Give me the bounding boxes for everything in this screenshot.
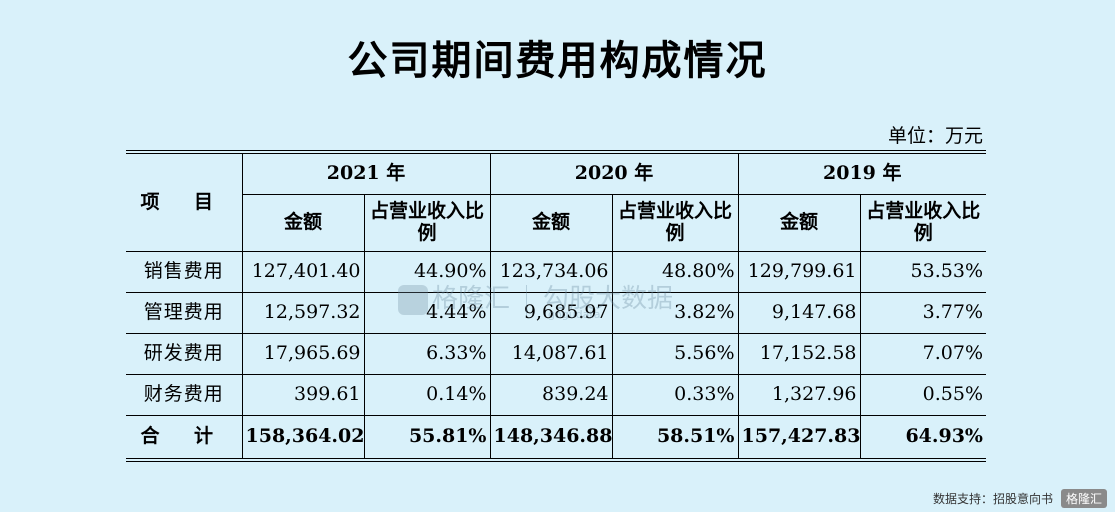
- footer: 数据支持：招股意向书 格隆汇: [933, 489, 1107, 508]
- cell: 4.44%: [363, 292, 491, 334]
- table-row: 研发费用 17,965.69 6.33% 14,087.61 5.56% 17,…: [126, 333, 986, 375]
- cell: 14,087.61: [489, 333, 613, 375]
- row-label: 研发费用: [126, 333, 243, 375]
- page-title: 公司期间费用构成情况: [347, 38, 768, 84]
- amount-header: 金额: [242, 194, 365, 252]
- unit-label: 单位：万元: [887, 125, 983, 147]
- row-label: 销售费用: [126, 251, 243, 293]
- cell: 48.80%: [611, 251, 739, 293]
- year-header-row: 项 目 2021 年 2020 年 2019 年: [126, 151, 986, 252]
- cell: 127,401.40: [241, 251, 365, 293]
- ratio-header: 占营业收入比例: [611, 194, 739, 252]
- total-label: 合 计: [126, 415, 243, 461]
- cell: 9,685.97: [489, 292, 613, 334]
- data-source: 数据支持：招股意向书: [932, 492, 1053, 506]
- cell: 17,152.58: [737, 333, 861, 375]
- item-header: 项 目: [126, 151, 243, 252]
- cell: 6.33%: [363, 333, 491, 375]
- sub-header-row: 金额 占营业收入比例 金额 占营业收入比例 金额 占营业收入比例: [126, 194, 986, 252]
- total-cell: 157,427.83: [737, 415, 861, 461]
- cell: 7.07%: [859, 333, 986, 375]
- amount-header: 金额: [489, 194, 613, 252]
- cell: 9,147.68: [737, 292, 861, 334]
- table-row: 销售费用 127,401.40 44.90% 123,734.06 48.80%…: [126, 251, 986, 293]
- table-row: 财务费用 399.61 0.14% 839.24 0.33% 1,327.96 …: [126, 374, 986, 416]
- cell: 0.33%: [611, 374, 739, 416]
- cell: 839.24: [489, 374, 613, 416]
- table-row: 管理费用 12,597.32 4.44% 9,685.97 3.82% 9,14…: [126, 292, 986, 334]
- brand-badge: 格隆汇: [1060, 489, 1107, 508]
- cell: 5.56%: [611, 333, 739, 375]
- year-header: 2019 年: [737, 151, 986, 195]
- cell: 3.82%: [611, 292, 739, 334]
- ratio-header: 占营业收入比例: [363, 194, 491, 252]
- year-header: 2021 年: [241, 151, 491, 195]
- cell: 17,965.69: [241, 333, 365, 375]
- total-cell: 64.93%: [859, 415, 986, 461]
- total-cell: 58.51%: [611, 415, 739, 461]
- total-cell: 148,346.88: [489, 415, 613, 461]
- cell: 399.61: [241, 374, 365, 416]
- cell: 53.53%: [859, 251, 986, 293]
- total-cell: 158,364.02: [241, 415, 365, 461]
- row-label: 财务费用: [126, 374, 243, 416]
- cell: 12,597.32: [241, 292, 365, 334]
- cell: 0.55%: [859, 374, 986, 416]
- amount-header: 金额: [737, 194, 861, 252]
- year-header: 2020 年: [489, 151, 739, 195]
- cell: 129,799.61: [737, 251, 861, 293]
- total-row: 合 计 158,364.02 55.81% 148,346.88 58.51% …: [126, 415, 986, 461]
- total-cell: 55.81%: [363, 415, 491, 461]
- expense-table: 项 目 2021 年 2020 年 2019 年 金额 占营业收入比例 金额 占…: [126, 150, 986, 462]
- cell: 123,734.06: [489, 251, 613, 293]
- cell: 44.90%: [363, 251, 491, 293]
- cell: 3.77%: [859, 292, 986, 334]
- cell: 1,327.96: [737, 374, 861, 416]
- row-label: 管理费用: [126, 292, 243, 334]
- cell: 0.14%: [363, 374, 491, 416]
- ratio-header: 占营业收入比例: [859, 194, 986, 252]
